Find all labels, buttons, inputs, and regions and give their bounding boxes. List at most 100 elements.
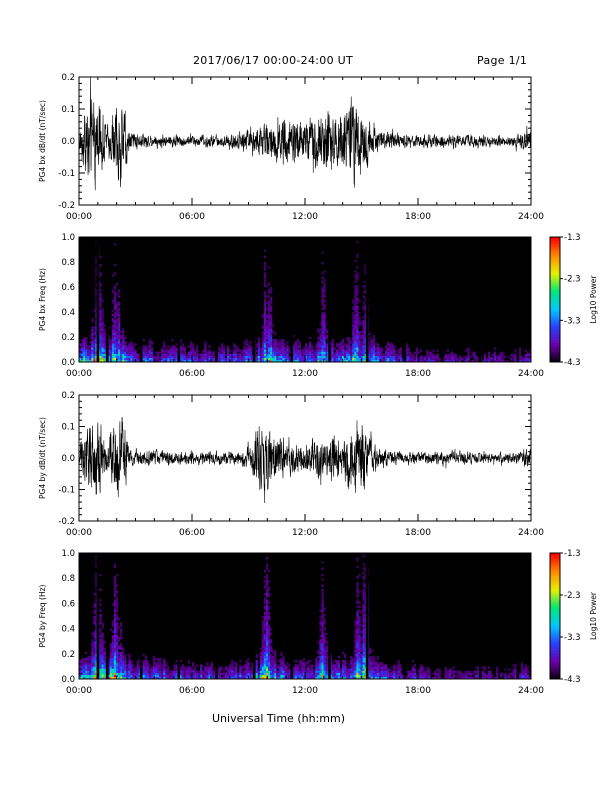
spectrogram-cell bbox=[204, 666, 207, 669]
spectrogram-cell bbox=[107, 349, 111, 352]
spectrogram-cell bbox=[413, 357, 417, 361]
spectrogram-cell bbox=[368, 341, 371, 344]
spectrogram-cell bbox=[270, 330, 273, 334]
spectrogram-cell bbox=[321, 605, 324, 608]
spectrogram-cell bbox=[348, 676, 351, 680]
spectrogram-cell bbox=[321, 618, 324, 621]
spectrogram-cell bbox=[331, 662, 334, 665]
spectrogram-cell bbox=[107, 672, 111, 675]
spectrogram-cell bbox=[107, 658, 111, 661]
spectrogram-cell bbox=[319, 662, 322, 665]
spectrogram-cell bbox=[93, 645, 96, 648]
spectrogram-cell bbox=[395, 357, 398, 361]
spectrogram-cell bbox=[165, 357, 168, 361]
spectrogram-cell bbox=[360, 658, 363, 661]
spectrogram-cell bbox=[459, 359, 462, 363]
spectrogram-cell bbox=[173, 670, 176, 673]
spectrogram-cell bbox=[255, 343, 258, 346]
spectrogram-cell bbox=[261, 314, 265, 317]
spectrogram-cell bbox=[356, 660, 359, 663]
spectrogram-cell bbox=[249, 357, 252, 361]
spectrogram-cell bbox=[130, 347, 133, 350]
spectrogram-cell bbox=[508, 355, 511, 359]
spectrogram-cell bbox=[115, 324, 119, 327]
spectrogram-cell bbox=[111, 330, 115, 334]
spectrogram-cell bbox=[354, 295, 357, 298]
spectrogram-cell bbox=[243, 341, 246, 344]
spectrogram-cell bbox=[362, 634, 365, 638]
spectrogram-cell bbox=[354, 330, 357, 334]
spectrogram-cell bbox=[463, 672, 466, 675]
spectrogram-cell bbox=[364, 553, 367, 556]
spectrogram-cell bbox=[360, 645, 363, 648]
spectrogram-cell bbox=[325, 672, 328, 675]
spectrogram-cell bbox=[241, 668, 244, 671]
spectrogram-cell bbox=[358, 351, 361, 354]
spectrogram-cell bbox=[397, 670, 400, 673]
x-tick-label: 06:00 bbox=[179, 528, 205, 538]
spectrogram-cell bbox=[130, 670, 133, 673]
spectrogram-cell bbox=[247, 349, 250, 352]
spectrogram-cell bbox=[364, 601, 367, 604]
spectrogram-cell bbox=[93, 345, 96, 348]
spectrogram-cell bbox=[463, 359, 466, 363]
spectrogram-cell bbox=[321, 353, 324, 356]
spectrogram-cell bbox=[344, 660, 347, 663]
y-tick-label: 0.2 bbox=[61, 650, 75, 660]
spectrogram-cell bbox=[118, 295, 121, 298]
spectrogram-cell bbox=[381, 347, 384, 350]
spectrogram-cell bbox=[111, 274, 115, 277]
spectrogram-cell bbox=[263, 291, 267, 294]
spectrogram-cell bbox=[120, 330, 123, 334]
spectrogram-cell bbox=[368, 655, 371, 659]
spectrogram-cell bbox=[85, 670, 88, 673]
spectrogram-cell bbox=[364, 639, 367, 642]
spectrogram-cell bbox=[339, 345, 343, 348]
spectrogram-cell bbox=[364, 624, 367, 627]
spectrogram-cell bbox=[286, 662, 289, 665]
spectrogram-cell bbox=[259, 668, 263, 671]
spectrogram-cell bbox=[452, 674, 456, 678]
spectrogram-cell bbox=[152, 655, 156, 659]
spectrogram-cell bbox=[341, 672, 345, 675]
spectrogram-cell bbox=[249, 670, 252, 673]
spectrogram-cell bbox=[261, 651, 265, 654]
spectrogram-cell bbox=[323, 314, 326, 317]
spectrogram-cell bbox=[346, 674, 349, 678]
spectrogram-cell bbox=[261, 668, 265, 671]
spectrogram-cell bbox=[356, 639, 359, 642]
spectrogram-cell bbox=[360, 345, 363, 348]
spectrogram-cell bbox=[261, 664, 265, 667]
spectrogram-cell bbox=[335, 345, 339, 348]
spectrogram-cell bbox=[331, 357, 334, 361]
spectrogram-cell bbox=[362, 355, 365, 359]
spectrogram-cell bbox=[502, 351, 505, 354]
spectrogram-cell bbox=[272, 666, 275, 669]
spectrogram-cell bbox=[302, 347, 306, 350]
spectrogram-cell bbox=[278, 349, 281, 352]
spectrogram-cell bbox=[87, 658, 90, 661]
spectrogram-cell bbox=[524, 674, 528, 678]
spectrogram-cell bbox=[415, 359, 419, 363]
spectrogram-cell bbox=[321, 668, 324, 671]
colorbar-swatch bbox=[550, 270, 560, 273]
spectrogram-cell bbox=[120, 653, 123, 657]
spectrogram-cell bbox=[280, 676, 283, 680]
spectrogram-cell bbox=[362, 339, 365, 342]
x-tick-label: 00:00 bbox=[66, 212, 92, 222]
spectrogram-cell bbox=[274, 676, 277, 680]
spectrogram-cell bbox=[261, 634, 265, 638]
spectrogram-cell bbox=[524, 359, 528, 363]
colorbar-swatch bbox=[550, 359, 560, 363]
spectrogram-cell bbox=[245, 357, 248, 361]
colorbar-swatch bbox=[550, 309, 560, 313]
spectrogram-cell bbox=[415, 674, 419, 678]
spectrogram-cell bbox=[405, 343, 408, 346]
spectrogram-cell bbox=[185, 355, 189, 359]
spectrogram-cell bbox=[268, 605, 271, 608]
spectrogram-cell bbox=[113, 634, 117, 638]
spectrogram-cell bbox=[457, 357, 460, 361]
spectrogram-cell bbox=[483, 357, 486, 361]
spectrogram-cell bbox=[101, 316, 104, 319]
spectrogram-cell bbox=[356, 674, 359, 678]
